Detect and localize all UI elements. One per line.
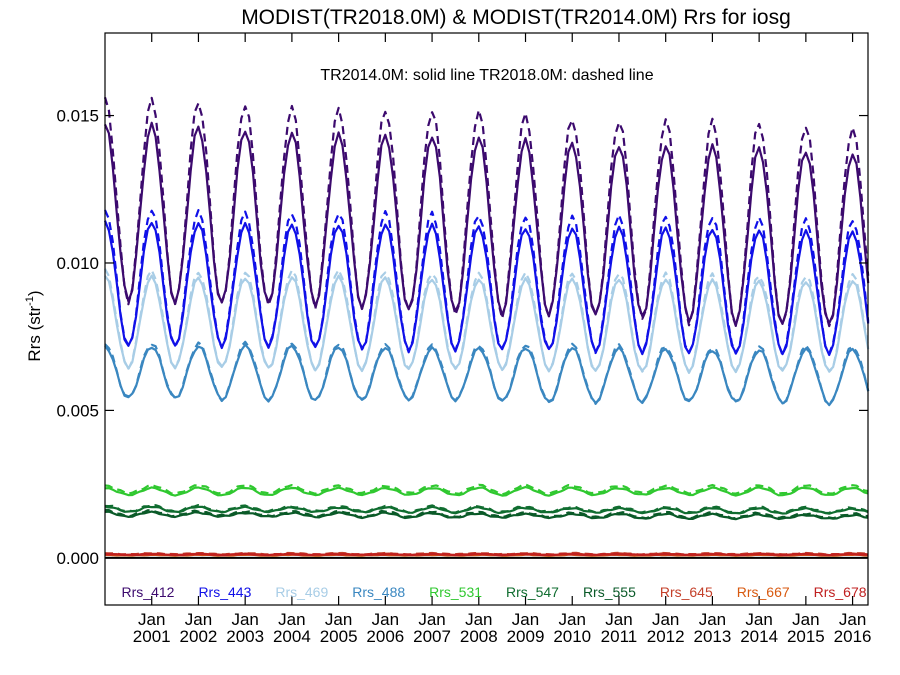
x-tick-month-label: Jan — [699, 610, 726, 629]
series-layer — [103, 96, 870, 557]
x-tick-year-label: 2001 — [133, 627, 171, 646]
y-axis-label: Rrs (str-1) — [24, 290, 44, 361]
x-tick-month-label: Jan — [138, 610, 165, 629]
legend-entry-rrs-547: Rrs_547 — [506, 584, 559, 600]
legend-layer: Rrs_412 Rrs_443 Rrs_469 Rrs_488 Rrs_531 Rrs_5… — [122, 584, 867, 600]
x-tick-month-label: Jan — [512, 610, 539, 629]
series-line-rrs-678-dashed — [105, 552, 869, 556]
y-tick-label: 0.010 — [56, 254, 99, 273]
axis-layer: 0.0000.0050.0100.015Jan2001Jan2002Jan200… — [56, 32, 872, 646]
legend-entry-rrs-412: Rrs_412 — [122, 584, 175, 600]
x-tick-month-label: Jan — [465, 610, 492, 629]
x-tick-year-label: 2006 — [366, 627, 404, 646]
legend-entry-rrs-531: Rrs_531 — [429, 584, 482, 600]
x-tick-month-label: Jan — [652, 610, 679, 629]
legend-entry-rrs-443: Rrs_443 — [198, 584, 251, 600]
x-tick-year-label: 2015 — [787, 627, 825, 646]
x-tick-year-label: 2005 — [320, 627, 358, 646]
x-tick-month-label: Jan — [792, 610, 819, 629]
y-axis-label-close: ) — [25, 290, 44, 296]
plot-frame — [104, 32, 869, 606]
series-line-rrs-547-dashed — [104, 504, 869, 515]
x-tick-year-label: 2012 — [647, 627, 685, 646]
x-tick-year-label: 2004 — [273, 627, 311, 646]
x-tick-month-label: Jan — [325, 610, 352, 629]
chart-subtitle: TR2014.0M: solid line TR2018.0M: dashed … — [320, 67, 653, 84]
x-tick-month-label: Jan — [185, 610, 212, 629]
x-tick-year-label: 2002 — [180, 627, 218, 646]
series-line-rrs-555-solid — [104, 510, 869, 521]
series-line-rrs-555-dashed — [104, 508, 869, 520]
legend-entry-rrs-555: Rrs_555 — [583, 584, 636, 600]
x-tick-month-label: Jan — [559, 610, 586, 629]
series-line-rrs-488-dashed — [104, 340, 870, 406]
x-tick-year-label: 2016 — [834, 627, 872, 646]
x-tick-month-label: Jan — [278, 610, 305, 629]
x-tick-year-label: 2007 — [413, 627, 451, 646]
x-tick-year-label: 2010 — [553, 627, 591, 646]
legend-entry-rrs-488: Rrs_488 — [352, 584, 405, 600]
y-tick-label: 0.005 — [56, 401, 99, 420]
legend-entry-rrs-645: Rrs_645 — [660, 584, 713, 600]
legend-entry-rrs-667: Rrs_667 — [737, 584, 790, 600]
x-tick-month-label: Jan — [605, 610, 632, 629]
legend-entry-rrs-678: Rrs_678 — [814, 584, 867, 600]
series-line-rrs-469-dashed — [104, 268, 870, 374]
series-line-rrs-412-dashed — [103, 96, 870, 328]
x-tick-year-label: 2011 — [601, 627, 638, 646]
x-tick-month-label: Jan — [745, 610, 772, 629]
x-tick-year-label: 2009 — [507, 627, 545, 646]
series-line-rrs-443-dashed — [103, 209, 870, 357]
x-tick-year-label: 2014 — [740, 627, 778, 646]
x-tick-year-label: 2008 — [460, 627, 498, 646]
x-tick-month-label: Jan — [418, 610, 445, 629]
y-tick-label: 0.000 — [56, 549, 99, 568]
x-tick-year-label: 2013 — [693, 627, 731, 646]
y-axis-label-superscript: -1 — [24, 296, 36, 306]
x-tick-month-label: Jan — [839, 610, 866, 629]
series-line-rrs-531-solid — [104, 486, 869, 497]
x-tick-month-label: Jan — [372, 610, 399, 629]
y-axis-label-main: Rrs (str — [25, 306, 44, 362]
chart-title: MODIST(TR2018.0M) & MODIST(TR2014.0M) Rr… — [241, 6, 791, 29]
y-tick-label: 0.015 — [56, 107, 99, 126]
legend-entry-rrs-469: Rrs_469 — [275, 584, 328, 600]
x-tick-year-label: 2003 — [226, 627, 264, 646]
x-tick-month-label: Jan — [231, 610, 258, 629]
series-line-rrs-531-dashed — [104, 483, 869, 496]
